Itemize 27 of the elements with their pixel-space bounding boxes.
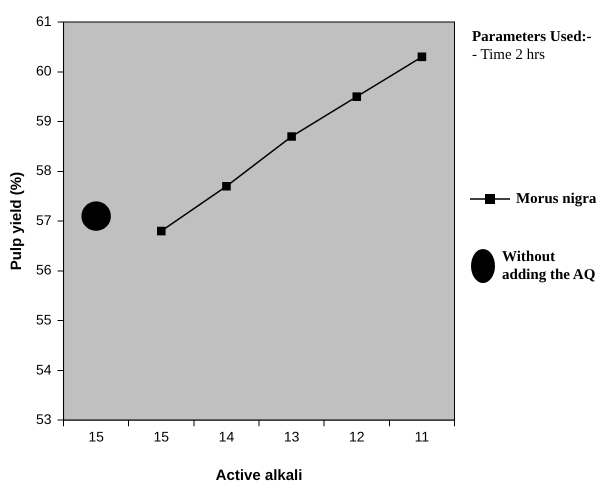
point bbox=[352, 92, 362, 101]
x-tick-label: 13 bbox=[284, 428, 300, 444]
x-tick-label: 12 bbox=[348, 428, 365, 444]
y-tick-label: 60 bbox=[36, 62, 52, 79]
y-tick-label: 56 bbox=[36, 262, 52, 278]
y-tick-label: 53 bbox=[36, 411, 52, 428]
x-tick-label: 15 bbox=[154, 428, 170, 444]
legend-label: Morus nigra bbox=[516, 190, 596, 208]
y-tick-label: 59 bbox=[36, 112, 52, 128]
text: - Time 2 hrs bbox=[472, 46, 546, 64]
y-tick-label: 57 bbox=[36, 212, 52, 228]
point bbox=[81, 201, 111, 231]
x-tick-label: 15 bbox=[88, 428, 104, 444]
y-tick-label: 55 bbox=[36, 312, 52, 328]
text: Parameters Used:- bbox=[472, 28, 593, 46]
point bbox=[418, 52, 426, 62]
point bbox=[287, 132, 296, 141]
point bbox=[157, 226, 166, 236]
legend-label: Without adding the AQ bbox=[502, 248, 596, 284]
y-tick-label: 54 bbox=[36, 361, 52, 378]
point bbox=[222, 182, 231, 191]
y-tick-label: 58 bbox=[36, 162, 52, 178]
x-axis-title: Active alkali bbox=[216, 467, 302, 484]
x-tick-label: 11 bbox=[414, 428, 430, 444]
x-tick-label: 14 bbox=[218, 428, 234, 444]
y-axis-title: Pulp yield (%) bbox=[8, 172, 26, 270]
y-tick-label: 61 bbox=[36, 12, 52, 29]
